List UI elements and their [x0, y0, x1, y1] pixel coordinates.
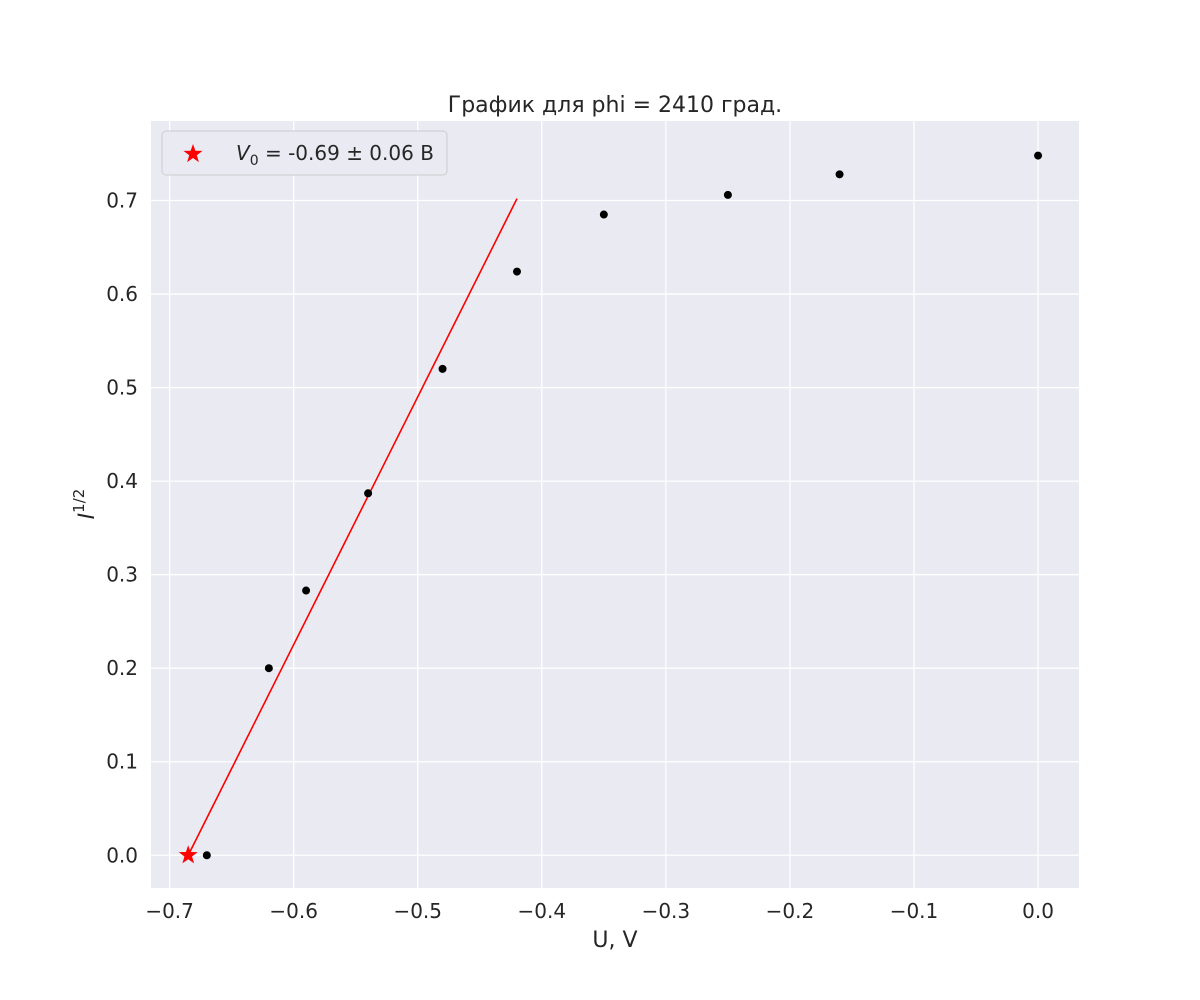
x-tick-label: −0.6	[269, 899, 318, 923]
fit-line	[187, 198, 518, 856]
v0-star-marker	[178, 845, 198, 864]
x-tick-label: −0.7	[145, 899, 194, 923]
y-tick-label: 0.4	[106, 469, 138, 493]
y-axis-ticks: 0.0 0.1 0.2 0.3 0.4 0.5 0.6 0.7	[106, 189, 138, 868]
data-point	[302, 586, 311, 595]
x-axis-ticks: −0.7 −0.6 −0.5 −0.4 −0.3 −0.2 −0.1 0.0	[145, 899, 1054, 923]
x-tick-label: −0.5	[393, 899, 442, 923]
data-point	[364, 489, 373, 498]
y-tick-label: 0.7	[106, 189, 138, 213]
data-point	[202, 851, 211, 860]
y-tick-label: 0.3	[106, 563, 138, 587]
data-point	[1034, 151, 1043, 160]
x-tick-label: −0.3	[642, 899, 691, 923]
x-tick-label: 0.0	[1022, 899, 1054, 923]
chart-title: График для phi = 2410 град.	[448, 93, 782, 118]
plot-area	[151, 121, 1079, 888]
legend-star-marker	[183, 144, 203, 163]
y-tick-label: 0.2	[106, 656, 138, 680]
x-axis-label: U, V	[592, 928, 637, 953]
y-tick-label: 0.0	[106, 843, 138, 867]
legend-sub: 0	[250, 153, 259, 169]
legend: V0 = -0.69 ± 0.06 В	[161, 130, 448, 176]
legend-box	[161, 130, 448, 176]
legend-rest: = -0.69 ± 0.06 В	[259, 141, 434, 165]
data-point	[512, 267, 521, 276]
data-point	[264, 664, 273, 673]
x-tick-label: −0.2	[766, 899, 815, 923]
grid	[151, 121, 1079, 888]
svg-text:I1/2: I1/2	[70, 489, 100, 520]
x-tick-label: −0.4	[518, 899, 567, 923]
y-tick-label: 0.1	[106, 750, 138, 774]
legend-entry: V0 = -0.69 ± 0.06 В	[236, 141, 434, 169]
y-tick-label: 0.5	[106, 376, 138, 400]
y-axis-label-sup: 1/2	[70, 489, 88, 513]
y-axis-label-base: I	[75, 513, 100, 520]
x-tick-label: −0.1	[890, 899, 939, 923]
chart-marks	[178, 151, 1043, 864]
data-point	[835, 170, 844, 179]
y-tick-label: 0.6	[106, 282, 138, 306]
data-point	[438, 364, 447, 373]
y-axis-label: I1/2	[70, 489, 100, 520]
legend-var: V	[236, 141, 251, 165]
data-point	[599, 210, 608, 219]
data-point	[723, 190, 732, 199]
